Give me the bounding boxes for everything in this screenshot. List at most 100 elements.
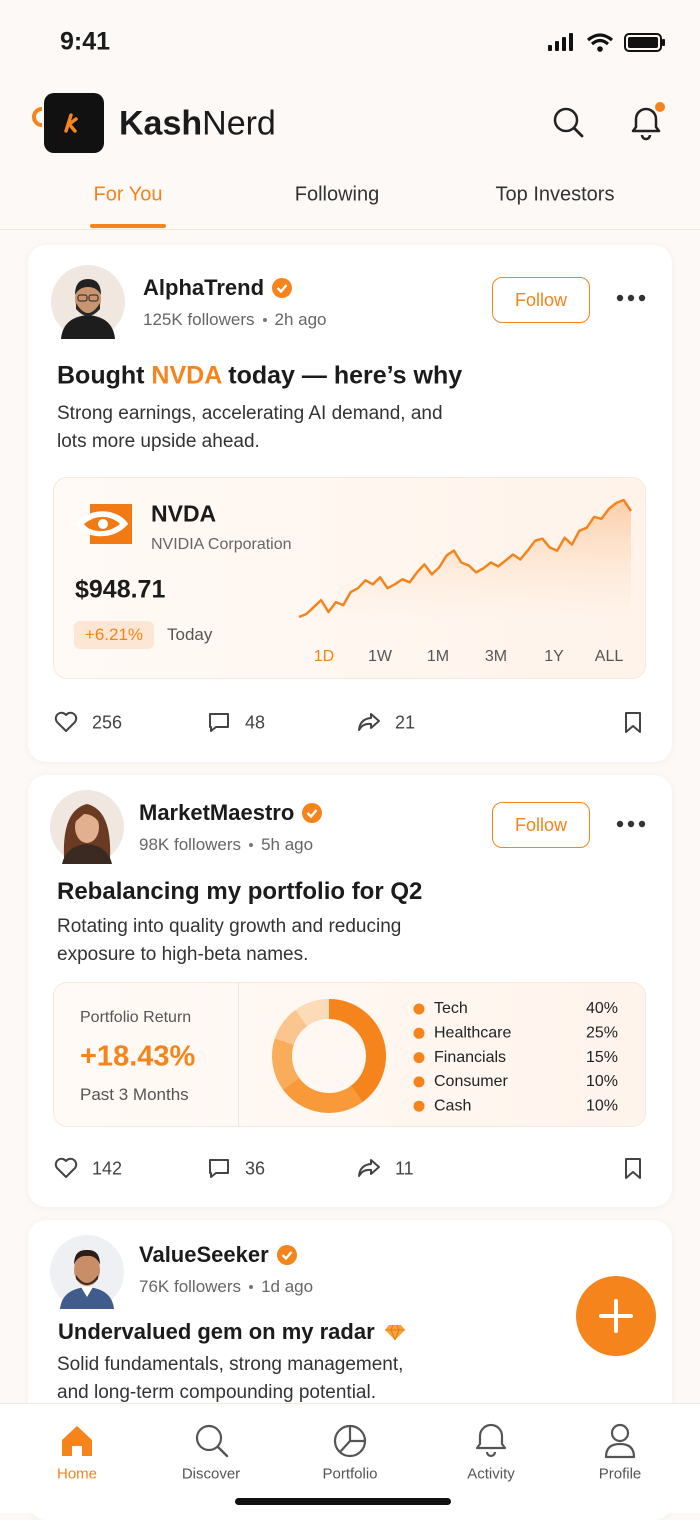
nav-icon-activity[interactable]	[474, 1422, 508, 1458]
nav-label[interactable]: Activity	[467, 1465, 515, 1483]
followers: 76K followers	[139, 1277, 242, 1296]
portfolio-period: Past 3 Months	[80, 1085, 189, 1104]
nav-icon-discover[interactable]	[195, 1424, 229, 1458]
author-meta: 125K followers 2h ago	[143, 310, 327, 330]
post-card: MarketMaestro 98K followers 5h ago Follow…	[28, 775, 672, 1207]
follow-button[interactable]: Follow	[492, 277, 590, 323]
author-meta: 98K followers 5h ago	[139, 835, 313, 855]
bookmark-button[interactable]	[621, 710, 647, 736]
nav-label[interactable]: Home	[56, 1465, 98, 1483]
like-button[interactable]	[54, 710, 80, 736]
more-button[interactable]	[616, 820, 646, 828]
title-part: today — here’s why	[221, 361, 463, 390]
post-card: AlphaTrend 125K followers 2h ago Follow B…	[28, 245, 672, 762]
separator	[249, 1285, 254, 1289]
avatar	[50, 1235, 124, 1309]
share-count: 11	[395, 1158, 414, 1179]
legend-value: 40%	[586, 1000, 618, 1017]
range-option[interactable]: 1M	[426, 648, 450, 665]
like-count: 142	[92, 1158, 123, 1179]
post-title: Rebalancing my portfolio for Q2	[57, 878, 423, 905]
legend-dot	[413, 1100, 425, 1112]
verified-badge	[302, 803, 323, 823]
post-body: Strong earnings, accelerating AI demand,…	[57, 403, 443, 452]
nav-icon-profile[interactable]	[603, 1423, 637, 1459]
nav-icon-home[interactable]	[60, 1424, 94, 1458]
like-button[interactable]	[54, 1156, 80, 1182]
portfolio-card[interactable]: Portfolio Return +18.43% Past 3 Months T…	[53, 982, 646, 1127]
post-body: Solid fundamentals, strong management, a…	[57, 1354, 404, 1403]
post-title: Undervalued gem on my radar	[58, 1319, 375, 1344]
status-time: 9:41	[60, 27, 111, 56]
search-button[interactable]	[552, 106, 584, 138]
legend-label: Healthcare	[434, 1025, 511, 1042]
bookmark-button[interactable]	[621, 1156, 647, 1182]
legend-dot	[413, 1003, 425, 1015]
divider	[0, 229, 700, 230]
comment-button[interactable]	[207, 1156, 233, 1182]
nav-label[interactable]: Discover	[181, 1465, 241, 1483]
stock-change: +6.21%	[74, 621, 154, 649]
author-row: MarketMaestro	[139, 800, 323, 826]
legend-value: 25%	[586, 1025, 618, 1042]
legend-dot	[413, 1027, 425, 1039]
stock-logo	[76, 504, 132, 544]
tab[interactable]: For You	[93, 183, 163, 206]
followers: 98K followers	[139, 835, 242, 854]
post-time: 2h ago	[274, 310, 327, 329]
allocation-chart: Tech 40% Healthcare 25% Financials 15% Consume…	[272, 999, 618, 1114]
stock-price: $948.71	[75, 575, 166, 604]
author-name[interactable]: ValueSeeker	[139, 1242, 269, 1267]
author-name[interactable]: MarketMaestro	[139, 800, 295, 825]
nav-label[interactable]: Portfolio	[322, 1465, 378, 1483]
stock-card[interactable]: NVDA NVIDIA Corporation $948.71 +6.21% T…	[53, 477, 646, 679]
range-option[interactable]: 1Y	[544, 648, 564, 665]
followers: 125K followers	[143, 310, 255, 329]
share-button[interactable]	[357, 1156, 383, 1182]
sparkline	[298, 498, 633, 619]
legend-label: Consumer	[434, 1073, 508, 1090]
follow-button[interactable]: Follow	[492, 802, 590, 848]
legend-value: 10%	[586, 1073, 618, 1090]
sparkline-chart	[298, 498, 633, 621]
comment-count: 36	[245, 1158, 266, 1179]
bottom-nav: Home Discover Portfolio Activity Profile	[0, 1403, 700, 1513]
sparkline-area	[299, 500, 631, 621]
tab-indicator	[90, 224, 166, 228]
comment-button[interactable]	[207, 710, 233, 736]
portfolio-return: +18.43%	[80, 1040, 196, 1073]
stock-ticker: NVDA	[151, 500, 217, 527]
range-option[interactable]: 3M	[484, 648, 508, 665]
brand-bold: Kash	[119, 104, 203, 143]
title-ticker[interactable]: NVDA	[151, 361, 222, 390]
legend-dot	[413, 1076, 425, 1088]
portfolio-label: Portfolio Return	[80, 1009, 192, 1026]
status-icons	[548, 33, 665, 52]
range-option[interactable]: ALL	[594, 648, 624, 665]
range-option[interactable]: 1W	[368, 648, 392, 665]
nav-icon-portfolio[interactable]	[333, 1424, 367, 1458]
comment-count: 48	[245, 712, 266, 733]
nav-label[interactable]: Profile	[598, 1465, 642, 1483]
tab[interactable]: Following	[294, 183, 380, 206]
stock-name: NVIDIA Corporation	[151, 536, 292, 553]
post-title: Bought NVDA today — here’s why	[57, 362, 462, 391]
app-logo	[32, 93, 104, 153]
more-button[interactable]	[616, 294, 646, 302]
post-body: Rotating into quality growth and reducin…	[57, 916, 402, 965]
brand: KashNerd	[119, 105, 276, 144]
notifications-button[interactable]	[628, 102, 665, 141]
author-name[interactable]: AlphaTrend	[143, 275, 265, 300]
author-row: AlphaTrend	[143, 275, 293, 301]
tab[interactable]: Top Investors	[495, 183, 615, 206]
share-button[interactable]	[357, 710, 383, 736]
donut-segment	[274, 1009, 308, 1046]
legend-label: Cash	[434, 1097, 471, 1114]
title-part: Bought	[57, 361, 152, 390]
share-count: 21	[395, 712, 416, 733]
avatar	[50, 790, 124, 864]
compose-button[interactable]	[576, 1276, 656, 1356]
home-indicator	[235, 1498, 451, 1505]
donut-segment	[328, 999, 386, 1103]
range-option[interactable]: 1D	[313, 648, 335, 665]
